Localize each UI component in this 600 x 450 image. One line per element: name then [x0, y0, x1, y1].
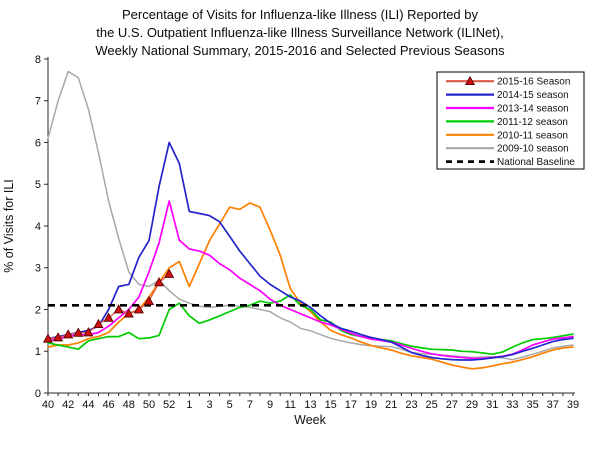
legend-triangle-marker-icon	[464, 75, 476, 86]
chart-title: Percentage of Visits for Influenza-like …	[0, 6, 600, 60]
y-tick-label: 3	[35, 263, 41, 275]
series-marker-2015-16-season	[153, 277, 165, 287]
x-tick-label: 31	[486, 399, 498, 411]
series-marker-2015-16-season	[164, 268, 175, 278]
series-line-2013-14-season	[47, 200, 574, 360]
series-marker-2015-16-season	[83, 327, 94, 337]
series-marker-2015-16-season	[73, 327, 84, 337]
y-tick-label: 4	[35, 221, 41, 233]
legend-item-2013-14-season: 2013-14 season	[446, 104, 569, 115]
series-marker-2015-16-season	[143, 295, 155, 305]
series-marker-2015-16-season	[93, 318, 104, 328]
series-line-2010-11-season	[47, 202, 574, 370]
legend-item-2009-10-season: 2009-10 season	[446, 144, 569, 155]
y-tick-label: 2	[35, 304, 41, 316]
x-tick-label: 35	[526, 399, 538, 411]
series-marker-2015-16-season	[42, 333, 54, 343]
legend-label: 2015-16 Season	[497, 77, 570, 88]
x-tick-label: 13	[304, 399, 316, 411]
x-tick-label: 7	[247, 399, 253, 411]
y-tick-label: 0	[35, 388, 41, 400]
x-tick-label: 27	[446, 399, 458, 411]
legend-item-2015-16-season: 2015-16 Season	[446, 75, 570, 88]
x-tick-label: 37	[547, 399, 559, 411]
legend-label: 2014-15 season	[497, 90, 569, 101]
x-tick-label: 42	[62, 399, 74, 411]
series-line-2011-12-season	[47, 294, 574, 356]
x-tick-label: 39	[567, 399, 579, 411]
y-tick-label: 8	[35, 54, 41, 66]
x-tick-label: 11	[285, 399, 296, 411]
legend-item-2010-11-season: 2010-11 season	[446, 130, 568, 141]
x-tick-label: 52	[163, 399, 175, 411]
y-tick-label: 5	[35, 179, 41, 191]
series-line-2009-10-season	[47, 70, 574, 361]
x-tick-label: 46	[102, 399, 114, 411]
legend: 2015-16 Season 2014-15 season 2013-14 seas…	[436, 71, 585, 170]
legend-label: 2010-11 season	[497, 130, 568, 141]
x-tick-label: 15	[325, 399, 337, 411]
series-marker-2015-16-season	[103, 312, 114, 322]
x-tick-label: 17	[345, 399, 357, 411]
y-axis-title: % of Visits for ILI	[2, 179, 16, 273]
legend-label: 2013-14 season	[497, 104, 569, 115]
x-tick-label: 33	[506, 399, 518, 411]
series-marker-2015-16-season	[63, 329, 74, 339]
chart-title-line-1: Percentage of Visits for Influenza-like …	[122, 7, 478, 22]
x-tick-label: 48	[123, 399, 135, 411]
y-tick-label: 1	[35, 346, 41, 358]
x-tick-label: 25	[426, 399, 438, 411]
series-line-2014-15-season	[47, 141, 574, 361]
legend-label: 2009-10 season	[497, 144, 569, 155]
legend-label: National Baseline	[497, 157, 575, 168]
x-tick-label: 1	[186, 399, 192, 411]
x-tick-label: 19	[365, 399, 377, 411]
series-marker-2015-16-season	[53, 332, 64, 342]
legend-item-national-baseline: National Baseline	[446, 157, 575, 168]
series-marker-2015-16-season	[133, 304, 144, 314]
chart-title-line-2: the U.S. Outpatient Influenza-like Illne…	[96, 25, 504, 40]
x-tick-label: 5	[227, 399, 233, 411]
y-tick-label: 7	[35, 96, 41, 108]
x-tick-label: 23	[405, 399, 417, 411]
x-tick-label: 50	[143, 399, 155, 411]
x-tick-label: 3	[206, 399, 212, 411]
x-tick-label: 40	[42, 399, 54, 411]
x-tick-label: 44	[82, 399, 94, 411]
legend-item-2011-12-season: 2011-12 season	[446, 117, 568, 128]
x-tick-label: 21	[385, 399, 397, 411]
y-tick-label: 6	[35, 137, 41, 149]
legend-item-2014-15-season: 2014-15 season	[446, 90, 569, 101]
x-tick-label: 29	[466, 399, 478, 411]
series-marker-2015-16-season	[113, 304, 124, 314]
legend-label: 2011-12 season	[497, 117, 568, 128]
x-tick-label: 9	[267, 399, 273, 411]
x-axis-title: Week	[294, 413, 326, 427]
chart-title-line-3: Weekly National Summary, 2015-2016 and S…	[95, 43, 505, 58]
series-marker-2015-16-season	[123, 308, 134, 318]
